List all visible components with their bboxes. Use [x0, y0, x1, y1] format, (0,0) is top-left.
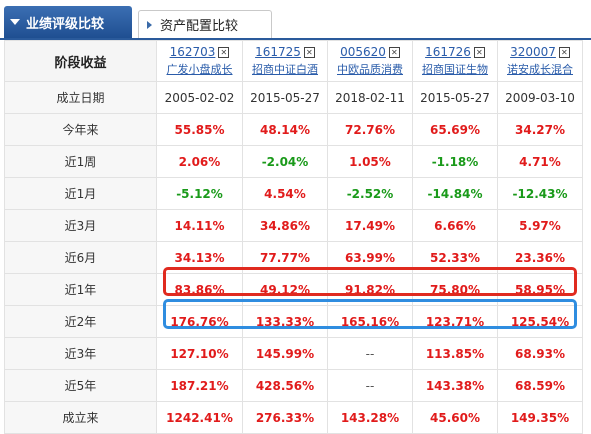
table-cell: 68.59%	[497, 369, 583, 402]
row-label: 近3月	[4, 209, 157, 242]
triangle-right-icon	[147, 20, 152, 29]
table-row: 成立日期 2005-02-02 2015-05-27 2018-02-11 2015-0…	[4, 81, 583, 114]
table-cell: -14.84%	[412, 177, 498, 210]
table-cell: 2005-02-02	[156, 81, 243, 114]
table-cell: 133.33%	[242, 305, 328, 338]
table-cell: --	[327, 337, 413, 370]
table-cell: 48.14%	[242, 113, 328, 146]
fund-code-link[interactable]: 161726	[425, 45, 471, 59]
table-row: 近1周 2.06% -2.04% 1.05% -1.18% 4.71%	[4, 145, 583, 178]
table-cell: 2015-05-27	[412, 81, 498, 114]
table-cell: -1.18%	[412, 145, 498, 178]
table-row: 近1月 -5.12% 4.54% -2.52% -14.84% -12.43%	[4, 177, 583, 210]
table-cell: 5.97%	[497, 209, 583, 242]
table-cell: -5.12%	[156, 177, 243, 210]
table-cell: 149.35%	[497, 401, 583, 434]
row-label: 近3年	[4, 337, 157, 370]
table-cell: 143.28%	[327, 401, 413, 434]
table-cell: 55.85%	[156, 113, 243, 146]
table-cell: 143.38%	[412, 369, 498, 402]
table-cell: 165.16%	[327, 305, 413, 338]
highlight-box-1year	[163, 267, 577, 296]
table-cell: 17.49%	[327, 209, 413, 242]
table-cell: 34.86%	[242, 209, 328, 242]
close-box-icon[interactable]: ✕	[473, 47, 485, 58]
table-cell: 1.05%	[327, 145, 413, 178]
fund-code-link[interactable]: 162703	[169, 45, 216, 59]
fund-name-link[interactable]: 广发小盘成长	[166, 63, 233, 76]
table-cell: 2018-02-11	[327, 81, 413, 114]
close-box-icon[interactable]: ✕	[558, 47, 570, 58]
comparison-table: 阶段收益 162703 ✕ 广发小盘成长 161725 ✕ 招商中证白酒 00562…	[4, 40, 583, 434]
fund-code-link[interactable]: 005620	[340, 45, 386, 59]
tab-asset-allocation-label: 资产配置比较	[160, 19, 239, 34]
fund-name-link[interactable]: 招商国证生物	[422, 63, 488, 76]
table-cell: --	[327, 369, 413, 402]
close-box-icon[interactable]: ✕	[218, 47, 230, 58]
table-cell: 65.69%	[412, 113, 498, 146]
table-cell: 145.99%	[242, 337, 328, 370]
row-label: 近1年	[4, 273, 157, 306]
stage-return-header: 阶段收益	[4, 40, 157, 82]
row-label: 近2年	[4, 305, 157, 338]
table-cell: 14.11%	[156, 209, 243, 242]
table-cell: 68.93%	[497, 337, 583, 370]
table-cell: 2.06%	[156, 145, 243, 178]
fund-header: 320007 ✕ 诺安成长混合	[497, 40, 583, 82]
fund-name-link[interactable]: 招商中证白酒	[252, 63, 318, 76]
row-label: 成立日期	[4, 81, 157, 114]
table-row: 近2年 176.76% 133.33% 165.16% 123.71% 125.54%	[4, 305, 583, 338]
row-label: 近1周	[4, 145, 157, 178]
table-header-row: 阶段收益 162703 ✕ 广发小盘成长 161725 ✕ 招商中证白酒 00562…	[4, 40, 583, 82]
table-cell: -2.52%	[327, 177, 413, 210]
fund-header: 161726 ✕ 招商国证生物	[412, 40, 498, 82]
fund-code-link[interactable]: 161725	[255, 45, 301, 59]
row-label: 近5年	[4, 369, 157, 402]
highlight-box-2year	[163, 299, 577, 329]
table-cell: 4.71%	[497, 145, 583, 178]
table-cell: 2009-03-10	[497, 81, 583, 114]
table-cell: 127.10%	[156, 337, 243, 370]
table-cell: 6.66%	[412, 209, 498, 242]
table-cell: -12.43%	[497, 177, 583, 210]
table-cell: 72.76%	[327, 113, 413, 146]
fund-code-link[interactable]: 320007	[510, 45, 556, 59]
table-row: 近3年 127.10% 145.99% -- 113.85% 68.93%	[4, 337, 583, 370]
table-row: 近5年 187.21% 428.56% -- 143.38% 68.59%	[4, 369, 583, 402]
row-label: 近1月	[4, 177, 157, 210]
fund-name-link[interactable]: 中欧品质消费	[337, 63, 403, 76]
table-cell: 113.85%	[412, 337, 498, 370]
table-cell: 2015-05-27	[242, 81, 328, 114]
table-cell: 123.71%	[412, 305, 498, 338]
fund-header: 161725 ✕ 招商中证白酒	[242, 40, 328, 82]
tab-performance-rating-label: 业绩评级比较	[26, 16, 105, 32]
triangle-down-icon	[10, 19, 20, 25]
row-label: 近6月	[4, 241, 157, 274]
fund-header: 005620 ✕ 中欧品质消费	[327, 40, 413, 82]
tab-bar: 业绩评级比较 资产配置比较	[0, 0, 591, 40]
fund-name-link[interactable]: 诺安成长混合	[507, 63, 573, 76]
table-cell: 276.33%	[242, 401, 328, 434]
tab-performance-rating[interactable]: 业绩评级比较	[4, 6, 132, 38]
table-cell: 34.27%	[497, 113, 583, 146]
table-cell: -2.04%	[242, 145, 328, 178]
table-cell: 187.21%	[156, 369, 243, 402]
table-row: 成立来 1242.41% 276.33% 143.28% 45.60% 149.35%	[4, 401, 583, 434]
table-cell: 4.54%	[242, 177, 328, 210]
table-row: 今年来 55.85% 48.14% 72.76% 65.69% 34.27%	[4, 113, 583, 146]
table-row: 近3月 14.11% 34.86% 17.49% 6.66% 5.97%	[4, 209, 583, 242]
table-cell: 428.56%	[242, 369, 328, 402]
table-cell: 1242.41%	[156, 401, 243, 434]
row-label: 今年来	[4, 113, 157, 146]
table-cell: 45.60%	[412, 401, 498, 434]
tab-underline	[0, 38, 591, 40]
fund-header: 162703 ✕ 广发小盘成长	[156, 40, 243, 82]
close-box-icon[interactable]: ✕	[303, 47, 315, 58]
tab-asset-allocation[interactable]: 资产配置比较	[138, 10, 272, 38]
close-box-icon[interactable]: ✕	[388, 47, 400, 58]
row-label: 成立来	[4, 401, 157, 434]
